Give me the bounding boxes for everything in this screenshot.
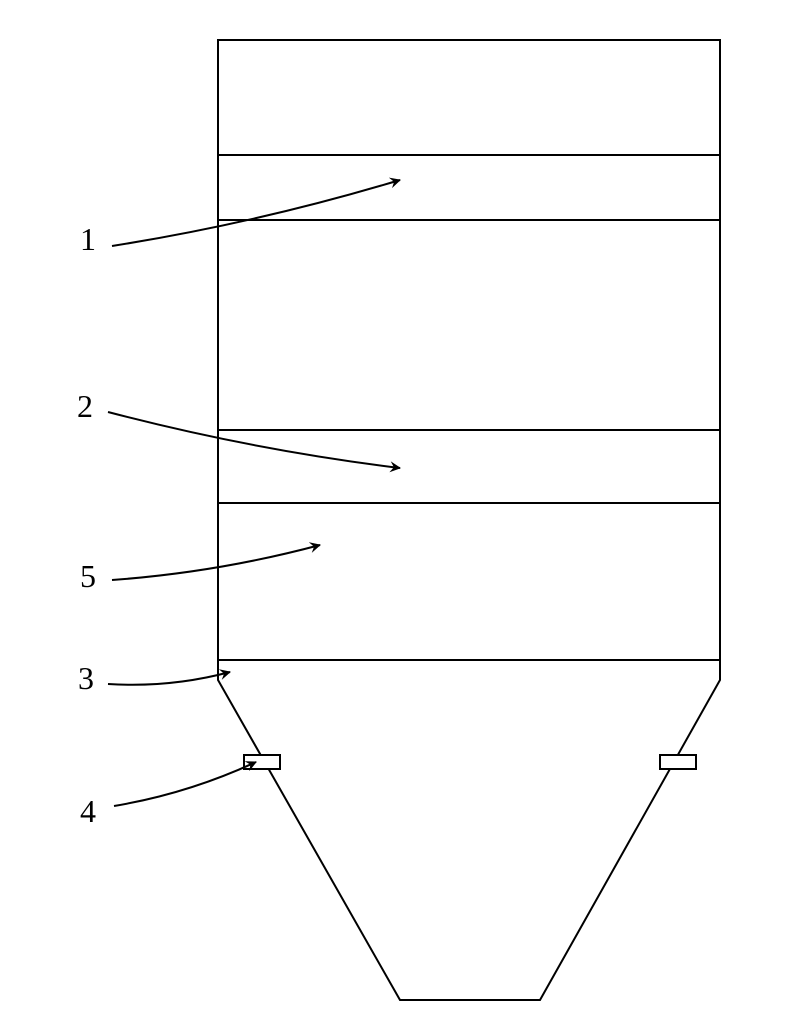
label-3: 3 — [78, 660, 94, 697]
label-2: 2 — [77, 388, 93, 425]
label-1: 1 — [80, 221, 96, 258]
tab-right — [660, 755, 696, 769]
leader-arrow-2 — [108, 412, 400, 468]
vessel-outline — [218, 40, 720, 1000]
leader-arrow-3 — [108, 672, 230, 685]
label-5: 5 — [80, 558, 96, 595]
label-4: 4 — [80, 793, 96, 830]
leader-arrow-4 — [114, 762, 256, 806]
tab-left — [244, 755, 280, 769]
leader-arrow-5 — [112, 545, 320, 580]
leader-arrow-1 — [112, 180, 400, 246]
